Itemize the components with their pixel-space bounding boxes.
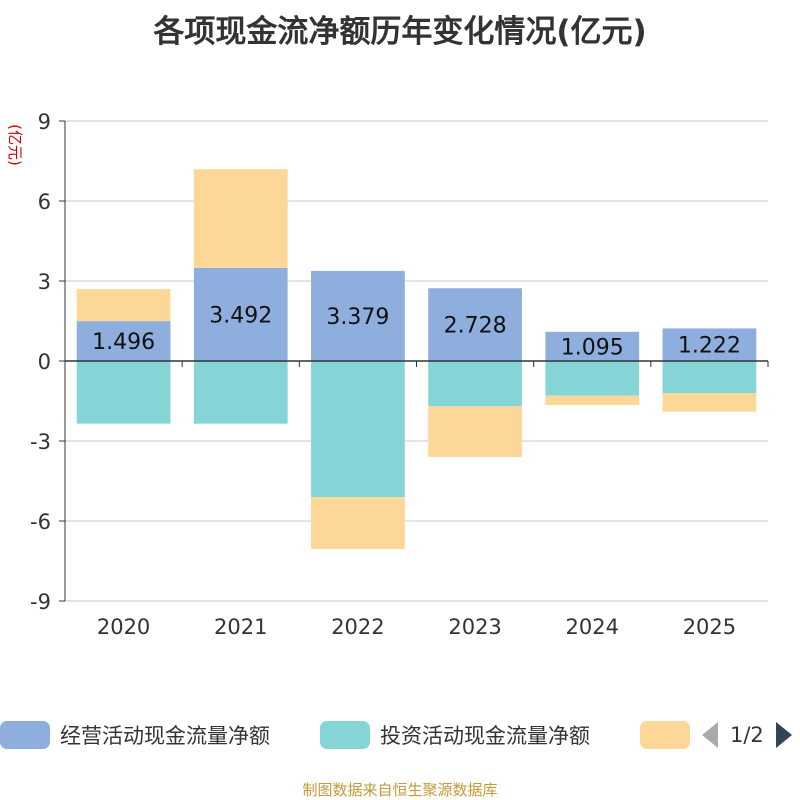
data-label-2022: 3.379 bbox=[326, 305, 389, 330]
bar-investing-2024 bbox=[545, 361, 640, 396]
data-label-2023: 2.728 bbox=[444, 314, 507, 339]
legend-item-operating[interactable]: 经营活动现金流量净额 bbox=[0, 717, 270, 753]
source-note: 制图数据来自恒生聚源数据库 bbox=[302, 781, 498, 799]
y-tick-label: -6 bbox=[30, 510, 51, 534]
bar-investing-2020 bbox=[76, 361, 171, 424]
bar-operating-2022 bbox=[311, 270, 405, 361]
bar-financing-2024 bbox=[545, 395, 640, 405]
x-tick-label-2024: 2024 bbox=[566, 615, 619, 639]
pager-prev-icon[interactable] bbox=[700, 720, 720, 750]
data-label-2020: 1.496 bbox=[92, 330, 155, 355]
bar-investing-2023 bbox=[428, 361, 522, 407]
pager-next-icon[interactable] bbox=[774, 720, 794, 750]
bar-investing-2025 bbox=[662, 361, 757, 393]
x-tick-label-2020: 2020 bbox=[97, 615, 150, 639]
bar-operating-2021 bbox=[193, 267, 288, 361]
x-tick-label-2022: 2022 bbox=[331, 615, 384, 639]
legend-swatch-financing bbox=[640, 721, 690, 749]
y-tick-label: -9 bbox=[30, 590, 51, 614]
bar-financing-2020 bbox=[76, 289, 171, 322]
bar-operating-2024 bbox=[545, 331, 640, 361]
legend-item-investing[interactable]: 投资活动现金流量净额 bbox=[320, 717, 590, 753]
legend-swatch-operating bbox=[0, 721, 50, 749]
legend-pager: 1/2 bbox=[700, 717, 794, 753]
data-label-2025: 1.222 bbox=[678, 334, 741, 359]
bar-operating-2025 bbox=[662, 328, 757, 361]
legend-item-financing[interactable] bbox=[640, 717, 700, 753]
legend-swatch-investing bbox=[320, 721, 370, 749]
bar-investing-2022 bbox=[311, 361, 405, 497]
data-label-2021: 3.492 bbox=[209, 303, 272, 328]
legend-label-operating: 经营活动现金流量净额 bbox=[60, 724, 270, 748]
x-tick-label-2023: 2023 bbox=[448, 615, 501, 639]
y-tick-label: 3 bbox=[38, 270, 51, 294]
bar-financing-2023 bbox=[428, 406, 522, 457]
y-tick-label: 9 bbox=[38, 110, 51, 134]
data-label-2024: 1.095 bbox=[561, 335, 624, 360]
x-tick-label-2021: 2021 bbox=[214, 615, 267, 639]
pager-text: 1/2 bbox=[730, 723, 764, 747]
legend-label-investing: 投资活动现金流量净额 bbox=[380, 724, 590, 748]
bar-financing-2021 bbox=[193, 169, 288, 268]
y-tick-label: 6 bbox=[38, 190, 51, 214]
x-tick-label-2025: 2025 bbox=[683, 615, 736, 639]
y-tick-label: -3 bbox=[30, 430, 51, 454]
bar-financing-2022 bbox=[311, 497, 405, 549]
legend: 经营活动现金流量净额 投资活动现金流量净额 1/2 bbox=[0, 717, 800, 753]
y-axis-title: (亿元) bbox=[6, 124, 24, 166]
chart-title: 各项现金流净额历年变化情况(亿元) bbox=[153, 14, 647, 50]
bar-investing-2021 bbox=[193, 361, 288, 424]
bar-operating-2020 bbox=[76, 321, 171, 361]
bar-operating-2023 bbox=[428, 288, 522, 361]
bar-financing-2025 bbox=[662, 393, 757, 412]
y-tick-label: 0 bbox=[38, 350, 51, 374]
